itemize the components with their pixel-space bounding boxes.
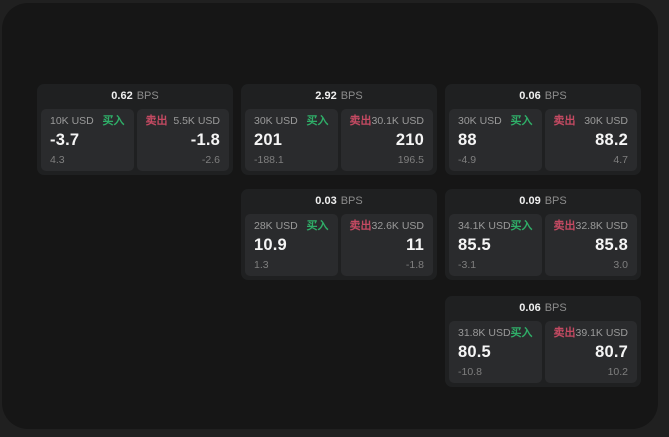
buy-notional: 34.1K USD	[458, 220, 511, 232]
sell-notional: 39.1K USD	[575, 327, 629, 339]
sell-price: 85.8	[595, 236, 628, 254]
buy-side-label: 买入	[102, 115, 125, 127]
sell-delta: 4.7	[613, 154, 628, 166]
buy-notional: 30K USD	[254, 115, 298, 127]
sell-side-label: 卖出	[553, 115, 576, 127]
bps-value: 2.92	[315, 90, 337, 102]
sell-notional: 32.6K USD	[371, 220, 425, 232]
buy-panel[interactable]: 34.1K USD 买入 85.5 -3.1	[449, 214, 542, 276]
buy-panel[interactable]: 10K USD 买入 -3.7 4.3	[41, 109, 134, 171]
bps-value: 0.06	[519, 90, 541, 102]
buy-delta: -3.1	[458, 259, 477, 271]
sell-side-label: 卖出	[553, 327, 576, 339]
sell-price: 210	[395, 131, 424, 149]
sell-notional: 30.1K USD	[371, 115, 425, 127]
buy-price: 10.9	[254, 236, 287, 254]
buy-notional: 30K USD	[458, 115, 502, 127]
quote-card[interactable]: 0.06 BPS 31.8K USD 买入 80.5 -10.8 卖出 39.1…	[445, 296, 641, 387]
bps-unit-label: BPS	[340, 195, 363, 207]
buy-delta: 1.3	[254, 259, 269, 271]
buy-notional: 31.8K USD	[458, 327, 511, 339]
buy-notional: 28K USD	[254, 220, 298, 232]
sell-delta: 196.5	[397, 154, 424, 166]
sell-notional: 5.5K USD	[173, 115, 220, 127]
bps-header: 0.62 BPS	[37, 84, 233, 109]
sell-panel[interactable]: 卖出 30K USD 88.2 4.7	[544, 109, 637, 171]
buy-side-label: 买入	[510, 327, 533, 339]
buy-price: 201	[254, 131, 283, 149]
quote-card[interactable]: 0.06 BPS 30K USD 买入 88 -4.9 卖出 30K USD 8…	[445, 84, 641, 175]
sell-panel[interactable]: 卖出 30.1K USD 210 196.5	[340, 109, 433, 171]
bps-value: 0.06	[519, 302, 541, 314]
buy-price: 88	[458, 131, 477, 149]
sell-price: -1.8	[190, 131, 220, 149]
buy-side-label: 买入	[510, 220, 533, 232]
sell-delta: -2.6	[201, 154, 220, 166]
sell-side-label: 卖出	[349, 115, 372, 127]
buy-delta: -4.9	[458, 154, 477, 166]
buy-notional: 10K USD	[50, 115, 94, 127]
bps-unit-label: BPS	[136, 90, 159, 102]
buy-price: 80.5	[458, 343, 491, 361]
buy-side-label: 买入	[306, 115, 329, 127]
bps-unit-label: BPS	[544, 302, 567, 314]
quotes-panel: 0.62 BPS 10K USD 买入 -3.7 4.3 卖出 5.5K USD…	[2, 3, 658, 429]
quote-card[interactable]: 0.03 BPS 28K USD 买入 10.9 1.3 卖出 32.6K US…	[241, 189, 437, 280]
bps-unit-label: BPS	[340, 90, 363, 102]
bps-unit-label: BPS	[544, 195, 567, 207]
buy-delta: 4.3	[50, 154, 65, 166]
buy-side-label: 买入	[510, 115, 533, 127]
bps-value: 0.09	[519, 195, 541, 207]
bps-unit-label: BPS	[544, 90, 567, 102]
buy-panel[interactable]: 28K USD 买入 10.9 1.3	[245, 214, 338, 276]
bps-header: 0.06 BPS	[445, 84, 641, 109]
bps-value: 0.62	[111, 90, 133, 102]
sell-panel[interactable]: 卖出 32.6K USD 11 -1.8	[340, 214, 433, 276]
sell-delta: 3.0	[613, 259, 628, 271]
buy-side-label: 买入	[306, 220, 329, 232]
sell-price: 88.2	[595, 131, 628, 149]
sell-side-label: 卖出	[553, 220, 576, 232]
buy-price: -3.7	[50, 131, 80, 149]
sell-side-label: 卖出	[145, 115, 168, 127]
sell-delta: 10.2	[607, 366, 628, 378]
bps-header: 0.09 BPS	[445, 189, 641, 214]
bps-header: 0.06 BPS	[445, 296, 641, 321]
buy-price: 85.5	[458, 236, 491, 254]
bps-header: 0.03 BPS	[241, 189, 437, 214]
bps-header: 2.92 BPS	[241, 84, 437, 109]
sell-panel[interactable]: 卖出 5.5K USD -1.8 -2.6	[136, 109, 229, 171]
buy-panel[interactable]: 30K USD 买入 201 -188.1	[245, 109, 338, 171]
bps-value: 0.03	[315, 195, 337, 207]
quote-card[interactable]: 2.92 BPS 30K USD 买入 201 -188.1 卖出 30.1K …	[241, 84, 437, 175]
buy-delta: -10.8	[458, 366, 482, 378]
sell-delta: -1.8	[405, 259, 424, 271]
sell-notional: 32.8K USD	[575, 220, 629, 232]
quote-card[interactable]: 0.09 BPS 34.1K USD 买入 85.5 -3.1 卖出 32.8K…	[445, 189, 641, 280]
sell-panel[interactable]: 卖出 32.8K USD 85.8 3.0	[544, 214, 637, 276]
buy-delta: -188.1	[254, 154, 284, 166]
sell-panel[interactable]: 卖出 39.1K USD 80.7 10.2	[544, 321, 637, 383]
buy-panel[interactable]: 31.8K USD 买入 80.5 -10.8	[449, 321, 542, 383]
quote-card[interactable]: 0.62 BPS 10K USD 买入 -3.7 4.3 卖出 5.5K USD…	[37, 84, 233, 175]
sell-notional: 30K USD	[584, 115, 628, 127]
buy-panel[interactable]: 30K USD 买入 88 -4.9	[449, 109, 542, 171]
sell-price: 11	[406, 236, 424, 254]
sell-side-label: 卖出	[349, 220, 372, 232]
sell-price: 80.7	[595, 343, 628, 361]
